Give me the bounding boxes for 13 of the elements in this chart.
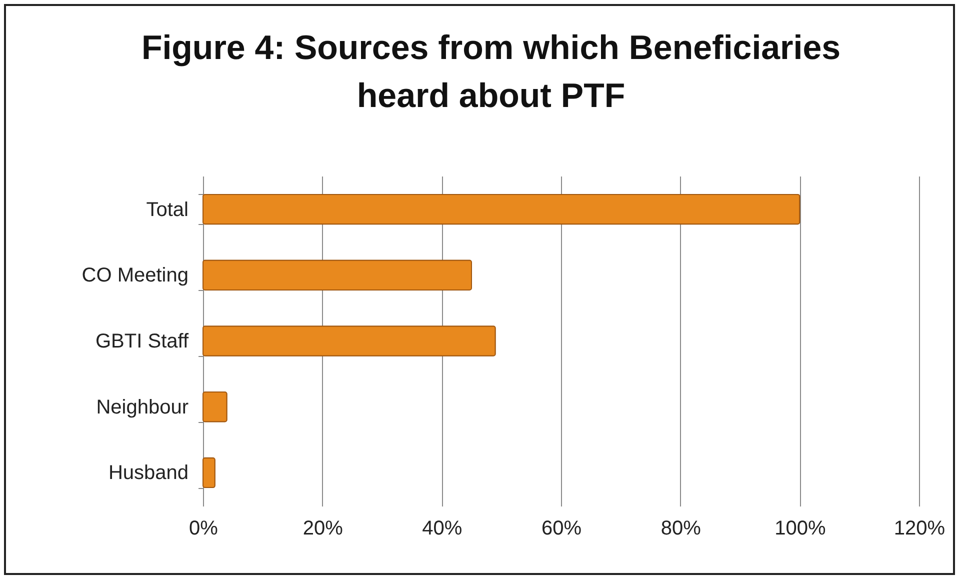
y-tick-label: Neighbour: [96, 396, 189, 418]
x-tick-label: 0%: [189, 518, 218, 540]
x-tick-label: 40%: [422, 518, 462, 540]
x-tick-label: 100%: [774, 518, 826, 540]
chart-title: Figure 4: Sources from which Beneficiaries heard about PTF: [141, 29, 841, 115]
y-tick-label: GBTI Staff: [96, 330, 189, 352]
x-tick-label: 80%: [660, 518, 702, 540]
y-tick-label: CO Meeting: [82, 264, 188, 287]
x-tick-label: 120%: [894, 518, 946, 540]
x-tick-label: 60%: [541, 518, 582, 540]
y-tick-label: Total: [146, 198, 188, 221]
x-tick-label: 20%: [302, 518, 344, 540]
y-tick-label: Husband: [108, 462, 188, 484]
